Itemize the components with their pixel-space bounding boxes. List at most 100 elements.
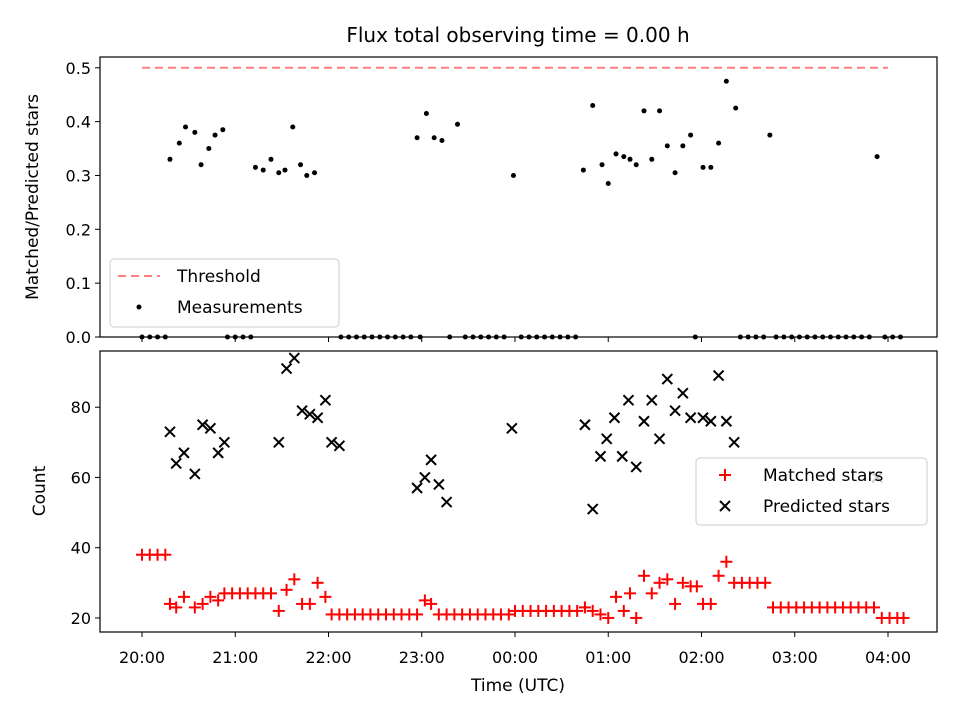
predicted-star-point [196, 419, 209, 431]
bottom-panel-frame [99, 350, 938, 633]
predicted-star-point [411, 482, 423, 494]
matched-star-point [712, 569, 725, 582]
bottom-legend: Matched stars Predicted stars [695, 457, 928, 526]
predicted-star-point [587, 503, 599, 515]
top-x-ticks [141, 337, 889, 342]
matched-star-point [610, 590, 623, 603]
bottom-x-axis: 20:00 21:00 22:00 23:00 00:00 01:00 02:00 03:00… [119, 632, 911, 667]
matched-star-point [319, 590, 332, 603]
measurement-point [167, 156, 173, 162]
top-panel-frame [99, 56, 938, 338]
measurement-point [621, 154, 627, 160]
top-panel-marks [139, 66, 903, 340]
predicted-star-point [638, 415, 650, 427]
predicted-star-point [189, 468, 201, 480]
bottom-panel-marks [136, 352, 910, 624]
x-tick-label: 21:00 [212, 648, 258, 667]
measurement-point [198, 162, 204, 168]
measurement-point [192, 129, 198, 135]
measurement-point [282, 167, 288, 173]
predicted-star-point [419, 471, 431, 484]
matched-star-point [571, 604, 584, 617]
measurement-point [688, 132, 694, 138]
measurement-point [649, 156, 655, 162]
measurement-point [605, 181, 611, 187]
y-tick-label: 60 [71, 468, 91, 487]
legend-matched-swatch [719, 469, 731, 481]
predicted-star-point [164, 426, 176, 438]
matched-star-point [624, 587, 637, 600]
measurement-point [874, 154, 880, 160]
predicted-star-point [311, 412, 324, 424]
matched-star-point [288, 573, 301, 586]
matched-star-point [661, 573, 674, 586]
matched-star-point [418, 594, 431, 607]
predicted-star-point [684, 412, 697, 424]
y-tick-label: 0.3 [66, 166, 91, 185]
y-tick-label: 0.2 [66, 220, 91, 239]
matched-star-point [311, 576, 324, 589]
matched-star-point [868, 601, 881, 614]
predicted-star-point [712, 369, 725, 382]
chart-title: Flux total observing time = 0.00 h [346, 23, 689, 47]
predicted-star-point [506, 422, 518, 434]
predicted-star-point [273, 436, 285, 449]
matched-star-point [704, 597, 717, 610]
predicted-star-point [433, 478, 445, 491]
predicted-star-point [204, 422, 217, 434]
top-y-axis: 0.0 0.1 0.2 0.3 0.4 0.5 [66, 59, 100, 347]
measurement-point [454, 121, 460, 127]
y-tick-label: 40 [71, 539, 91, 558]
measurement-point [613, 151, 619, 157]
measurement-point [176, 140, 182, 146]
predicted-star-point [178, 447, 190, 459]
matched-star-point [578, 601, 591, 614]
measurement-point [733, 105, 739, 111]
measurement-point [183, 124, 189, 130]
y-tick-label: 80 [71, 398, 91, 417]
matched-star-point [170, 601, 183, 614]
measurement-point [290, 124, 296, 130]
predicted-star-point [288, 352, 301, 364]
legend-predicted-label: Predicted stars [763, 497, 890, 517]
matched-star-point [759, 576, 772, 589]
measurement-point [206, 146, 212, 152]
predicted-star-point [616, 450, 628, 463]
matched-star-point [204, 590, 217, 603]
bottom-y-axis-label: Count [30, 465, 50, 516]
measurement-point [276, 170, 282, 176]
x-axis-label: Time (UTC) [470, 676, 565, 696]
predicted-star-point [653, 433, 666, 445]
measurement-point [252, 164, 258, 170]
legend-matched-label: Matched stars [763, 466, 883, 486]
measurement-point [304, 172, 310, 178]
measurement-point [708, 164, 714, 170]
measurement-point [590, 102, 596, 108]
measurement-point [633, 162, 639, 168]
matched-star-point [602, 611, 615, 624]
predicted-star-point [280, 362, 293, 375]
measurement-point [414, 135, 420, 141]
predicted-star-point [325, 436, 338, 449]
y-tick-label: 0.0 [66, 328, 91, 347]
top-legend: Threshold Measurements [109, 258, 340, 328]
matched-star-point [594, 608, 607, 621]
predicted-star-point [333, 440, 346, 452]
measurement-point [431, 135, 437, 141]
y-tick-label: 0.5 [66, 59, 91, 78]
predicted-star-point [669, 405, 681, 417]
predicted-star-point [319, 394, 332, 406]
predicted-star-point [646, 394, 658, 406]
measurement-point [439, 137, 445, 143]
x-tick-label: 01:00 [585, 648, 631, 667]
predicted-star-point [677, 387, 689, 399]
top-y-axis-label: Matched/Predicted stars [23, 94, 43, 300]
measurement-point [268, 156, 274, 162]
matched-star-point [630, 611, 643, 624]
predicted-star-point [218, 436, 231, 449]
bottom-legend-box [695, 457, 928, 526]
matched-star-point [163, 597, 176, 610]
matched-star-point [690, 580, 703, 593]
measurement-point [423, 111, 429, 117]
